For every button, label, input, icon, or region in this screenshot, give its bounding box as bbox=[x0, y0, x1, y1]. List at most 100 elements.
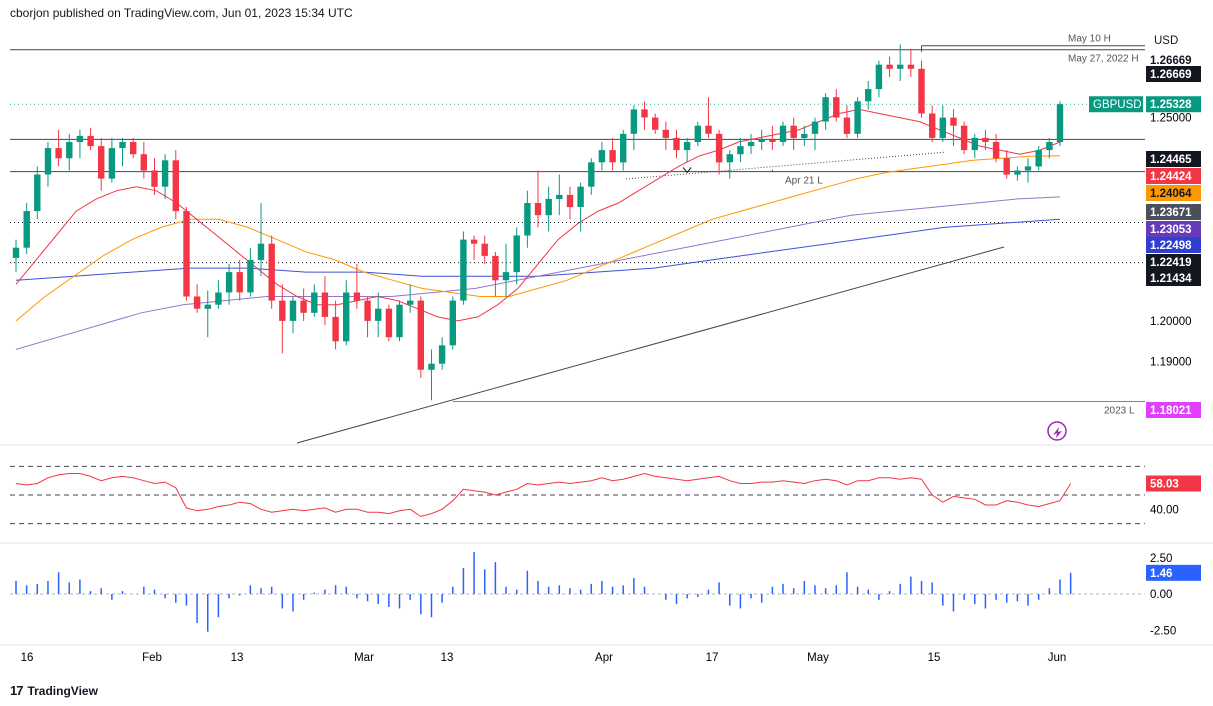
candle-body bbox=[247, 259, 254, 293]
time-tick-label: 15 bbox=[928, 652, 941, 664]
candle-body bbox=[460, 239, 467, 301]
price-tag-text: 1.22419 bbox=[1150, 257, 1192, 269]
candle-body bbox=[982, 137, 989, 142]
symbol-tag-text: GBPUSD bbox=[1093, 99, 1142, 111]
candle-body bbox=[566, 194, 574, 208]
ema200-line bbox=[15, 218, 1061, 281]
price-tag-bg bbox=[1146, 237, 1201, 253]
time-tick-label: Apr bbox=[595, 652, 613, 664]
candle-body bbox=[34, 174, 41, 212]
price-tag-bg bbox=[1146, 168, 1201, 184]
annotation-apr21-low: Apr 21 L bbox=[785, 176, 823, 187]
price-tag-text: 1.18021 bbox=[1150, 405, 1192, 417]
candle-body bbox=[513, 235, 520, 273]
price-tag-bg bbox=[1146, 402, 1201, 418]
candle-body bbox=[321, 292, 329, 317]
candle-body bbox=[758, 140, 765, 142]
candle-body bbox=[1056, 104, 1064, 142]
tradingview-logo-icon: 17 bbox=[10, 683, 24, 698]
candle-body bbox=[193, 296, 201, 309]
time-tick-label: 13 bbox=[441, 652, 454, 664]
candle-body bbox=[620, 133, 627, 163]
idea-icon-ring bbox=[1047, 421, 1067, 441]
ema50-line bbox=[15, 155, 1061, 322]
candle-body bbox=[534, 203, 542, 216]
candle-body bbox=[556, 194, 563, 199]
candle-body bbox=[215, 292, 222, 305]
candle-body bbox=[779, 125, 787, 142]
ema100-line bbox=[15, 196, 1061, 350]
candle-body bbox=[55, 148, 62, 159]
candle-body bbox=[939, 117, 946, 138]
momentum-tick-label: -2.50 bbox=[1150, 625, 1176, 637]
candle-body bbox=[385, 308, 393, 338]
price-tag-bg bbox=[1146, 204, 1201, 220]
time-axis: 16 Feb 13 Mar 13 Apr 17 May 15 Jun bbox=[21, 652, 1067, 664]
candle-body bbox=[811, 121, 819, 134]
candle-body bbox=[151, 170, 158, 187]
annotation-may10-high: May 10 H bbox=[1068, 34, 1111, 45]
tradingview-idea-icon bbox=[1047, 421, 1067, 441]
time-tick-label: Mar bbox=[354, 652, 374, 664]
candle-body bbox=[375, 308, 382, 321]
candle-body bbox=[481, 243, 488, 256]
price-tag-text: 1.26669 bbox=[1150, 55, 1192, 67]
candle-body bbox=[1046, 142, 1053, 151]
candle-body bbox=[524, 203, 531, 236]
candle-body bbox=[1035, 150, 1042, 167]
candle-body bbox=[311, 292, 318, 313]
last-price-tag-text: 1.25328 bbox=[1150, 99, 1192, 111]
tradingview-footer[interactable]: 17 TradingView bbox=[10, 683, 98, 698]
price-tag-text: 1.24465 bbox=[1150, 154, 1192, 166]
time-tick-label: May bbox=[807, 652, 829, 664]
candle-body bbox=[950, 117, 957, 126]
time-tick-label: Jun bbox=[1048, 652, 1067, 664]
time-tick-label: 17 bbox=[706, 652, 719, 664]
candle-body bbox=[428, 363, 435, 370]
candle-body bbox=[992, 142, 1000, 159]
publisher-caption: cborjon published on TradingView.com, Ju… bbox=[10, 6, 353, 20]
candle-body bbox=[1003, 158, 1010, 175]
price-tag-bg bbox=[1146, 185, 1201, 201]
momentum-tick-label: 2.50 bbox=[1150, 553, 1172, 565]
candle-body bbox=[652, 117, 659, 130]
symbol-tag-bg bbox=[1089, 96, 1143, 113]
candle-body bbox=[289, 300, 297, 321]
candle-body bbox=[929, 113, 936, 138]
time-tick-label: 13 bbox=[231, 652, 244, 664]
candle-body bbox=[630, 109, 638, 134]
price-tag-text: 1.21434 bbox=[1150, 273, 1192, 285]
candle-body bbox=[343, 292, 350, 342]
candle-body bbox=[204, 304, 211, 309]
candle-body bbox=[300, 300, 307, 313]
candle-body bbox=[502, 272, 510, 281]
tradingview-brand: TradingView bbox=[27, 683, 98, 698]
candle-body bbox=[268, 243, 275, 301]
candle-body bbox=[44, 148, 52, 175]
candle-body bbox=[918, 68, 925, 114]
candle-body bbox=[438, 345, 446, 364]
candle-body bbox=[833, 97, 840, 118]
candle-body bbox=[822, 97, 829, 122]
candle-body bbox=[417, 300, 424, 370]
candle-body bbox=[98, 146, 105, 179]
candle-body bbox=[545, 198, 552, 216]
candle-body bbox=[897, 64, 904, 69]
momentum-tick-label: 0.00 bbox=[1150, 589, 1172, 601]
candle-body bbox=[257, 243, 265, 260]
main-price-pane: May 10 H May 27, 2022 H Apr 21 L 2023 L bbox=[0, 34, 1213, 646]
candle-body bbox=[801, 133, 808, 138]
candle-body bbox=[108, 148, 116, 179]
rsi-tag-bg bbox=[1146, 475, 1201, 492]
price-tag-text: 1.23053 bbox=[1150, 224, 1192, 236]
rsi-pane: 40.00 58.03 bbox=[10, 465, 1201, 525]
candle-body bbox=[747, 142, 755, 147]
candle-body bbox=[87, 135, 94, 147]
candle-body bbox=[673, 137, 680, 151]
price-tag-text: 1.24424 bbox=[1150, 171, 1192, 183]
price-scale-labels: 1.210001.200001.190001.260001.25000USD1.… bbox=[1089, 35, 1201, 418]
candle-body bbox=[790, 125, 797, 138]
time-tick-label: 16 bbox=[21, 652, 34, 664]
price-tick-label: 1.19000 bbox=[1150, 357, 1192, 369]
